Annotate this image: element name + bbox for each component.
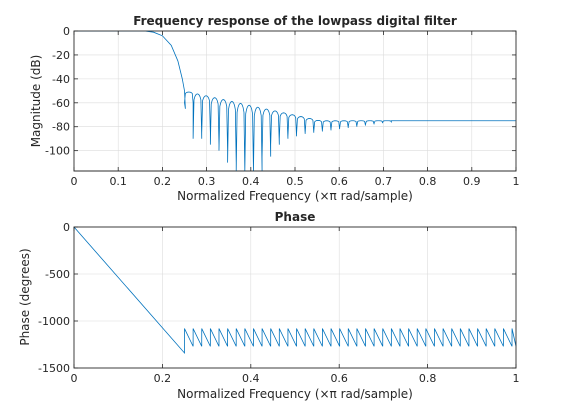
magnitude-y-tick-label: 0: [63, 25, 70, 38]
phase-x-tick-label: 0.2: [154, 372, 172, 385]
phase-x-tick-label: 0.4: [242, 372, 260, 385]
magnitude-axes: 0 0.1 0.2 0.3 0.4 0.5 0.6 0.7 0.8 0.9 1 0 -20 -40 -60…: [29, 14, 520, 203]
phase-x-label: Normalized Frequency (×π rad/sample): [177, 387, 413, 401]
magnitude-x-tick-label: 0.3: [198, 175, 216, 188]
phase-x-tick-label: 0.8: [419, 372, 437, 385]
phase-plot-area: [73, 226, 517, 369]
magnitude-y-label: Magnitude (dB): [29, 55, 43, 148]
phase-x-tick-label: 1: [513, 372, 520, 385]
magnitude-x-tick-label: 0.1: [109, 175, 127, 188]
magnitude-title: Frequency response of the lowpass digita…: [133, 14, 457, 28]
phase-x-tick-label: 0: [71, 372, 78, 385]
magnitude-y-tick-label: -60: [52, 97, 70, 110]
magnitude-x-ticks: 0 0.1 0.2 0.3 0.4 0.5 0.6 0.7 0.8 0.9 1: [71, 31, 520, 188]
magnitude-trace: [74, 31, 516, 171]
magnitude-x-tick-label: 0.4: [242, 175, 260, 188]
magnitude-y-tick-label: -100: [45, 145, 70, 158]
magnitude-x-tick-label: 0.8: [419, 175, 437, 188]
phase-axes: 0 0.2 0.4 0.6 0.8 1 0 -500 -1000 -1500 Phase Nor…: [18, 210, 520, 401]
magnitude-x-tick-label: 0.6: [330, 175, 348, 188]
magnitude-y-tick-label: -40: [52, 73, 70, 86]
phase-y-tick-label: -1000: [38, 315, 70, 328]
phase-title: Phase: [275, 210, 316, 224]
magnitude-x-tick-label: 0.9: [463, 175, 481, 188]
phase-y-tick-label: -500: [45, 268, 70, 281]
phase-series-line: [73, 226, 517, 355]
magnitude-x-tick-label: 1: [513, 175, 520, 188]
magnitude-y-tick-label: -80: [52, 121, 70, 134]
magnitude-y-ticks: 0 -20 -40 -60 -80 -100: [45, 25, 516, 158]
phase-y-tick-label: 0: [63, 221, 70, 234]
phase-y-ticks: 0 -500 -1000 -1500: [38, 221, 516, 375]
phase-x-tick-label: 0.6: [330, 372, 348, 385]
phase-x-ticks: 0 0.2 0.4 0.6 0.8 1: [71, 227, 520, 385]
phase-trace: [73, 226, 517, 355]
magnitude-x-tick-label: 0.2: [154, 175, 172, 188]
phase-y-label: Phase (degrees): [18, 248, 32, 345]
magnitude-y-tick-label: -20: [52, 49, 70, 62]
magnitude-x-tick-label: 0.7: [375, 175, 393, 188]
phase-y-tick-label: -1500: [38, 362, 70, 375]
magnitude-x-label: Normalized Frequency (×π rad/sample): [177, 189, 413, 203]
magnitude-x-tick-label: 0: [71, 175, 78, 188]
magnitude-x-tick-label: 0.5: [286, 175, 304, 188]
magnitude-series-line: [74, 31, 516, 171]
